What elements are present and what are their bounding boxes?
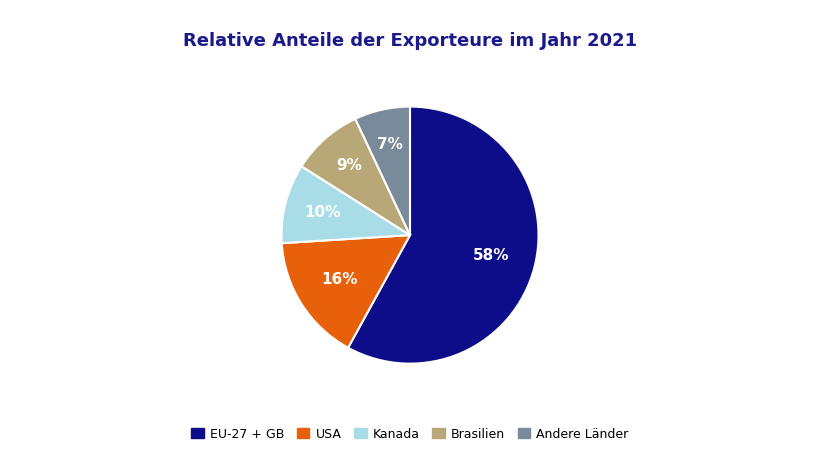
Text: 16%: 16% xyxy=(321,272,357,287)
Text: 7%: 7% xyxy=(377,137,402,152)
Wedge shape xyxy=(301,119,410,235)
Text: 10%: 10% xyxy=(305,205,341,220)
Text: 58%: 58% xyxy=(472,248,509,263)
Wedge shape xyxy=(347,106,538,364)
Wedge shape xyxy=(355,106,410,235)
Wedge shape xyxy=(281,166,410,243)
Legend: EU-27 + GB, USA, Kanada, Brasilien, Andere Länder: EU-27 + GB, USA, Kanada, Brasilien, Ande… xyxy=(188,424,631,444)
Text: 9%: 9% xyxy=(336,158,361,173)
Wedge shape xyxy=(282,235,410,348)
Text: Relative Anteile der Exporteure im Jahr 2021: Relative Anteile der Exporteure im Jahr … xyxy=(183,32,636,50)
